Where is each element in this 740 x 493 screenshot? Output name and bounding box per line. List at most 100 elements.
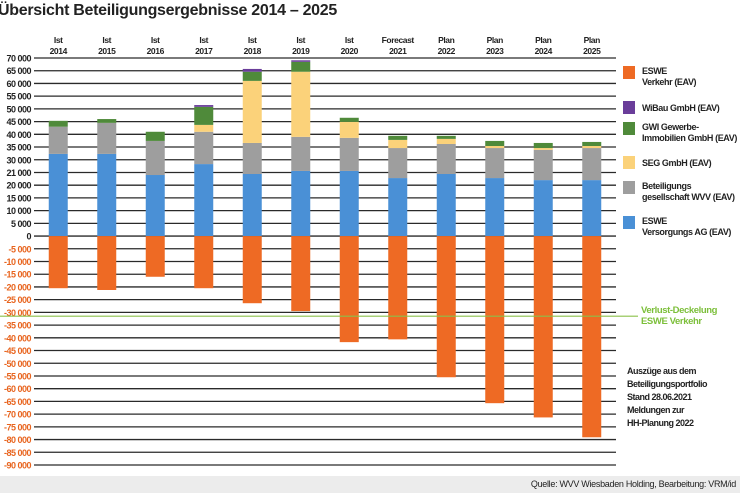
bar-segment: [291, 136, 311, 171]
bar-segment: [291, 61, 311, 72]
bar-segment: [242, 236, 262, 304]
bar-segment: [48, 120, 68, 127]
bar-segment: [145, 236, 165, 277]
x-category-label: Plan: [584, 35, 601, 45]
bar-segment: [291, 170, 311, 237]
x-category-label: 2020: [341, 46, 359, 56]
y-tick-label: 21 000: [6, 168, 31, 178]
x-category-label: Ist: [54, 35, 63, 45]
y-tick-label: -25 000: [4, 295, 32, 305]
legend-label: GWI Gewerbe- Immobilien GmbH (EAV): [642, 122, 737, 143]
x-category-label: Ist: [151, 35, 160, 45]
bar-segment: [242, 173, 262, 237]
bar-segment: [485, 140, 505, 147]
x-category-label: 2023: [486, 46, 504, 56]
x-category-label: Plan: [487, 35, 504, 45]
y-tick-label: -50 000: [4, 359, 32, 369]
legend-item-eswe-versorgung: ESWE Versorgungs AG (EAV): [623, 216, 740, 238]
x-category-label: 2018: [244, 46, 262, 56]
bar-segment: [194, 106, 214, 125]
legend-label: ESWE Versorgungs AG (EAV): [642, 216, 732, 237]
y-tick-label: -90 000: [4, 461, 32, 471]
y-tick-label: -75 000: [4, 422, 32, 432]
note-line: Auszüge aus dem: [627, 366, 697, 376]
bar-segment: [388, 148, 408, 179]
note-line: Stand 28.06.2021: [627, 392, 692, 402]
x-category-label: 2014: [50, 46, 68, 56]
x-category-label: 2015: [98, 46, 116, 56]
y-tick-label: 10 000: [6, 206, 31, 216]
bar-segment: [582, 236, 602, 438]
x-category-label: 2017: [195, 46, 213, 56]
legend-swatch: [623, 156, 635, 169]
threshold-label-line: Verlust-Deckelung: [641, 305, 718, 316]
bar-segment: [388, 178, 408, 237]
bar-segment: [533, 142, 553, 149]
legend-item-wibau: WiBau GmbH (EAV): [623, 101, 740, 114]
x-category-label: 2022: [438, 46, 456, 56]
bar-segment: [339, 170, 359, 237]
legend-swatch: [623, 216, 635, 229]
x-category-label: 2016: [147, 46, 165, 56]
bar-segment: [242, 71, 262, 81]
bar-segment: [582, 148, 602, 181]
bar-segment: [582, 146, 602, 149]
bar-segment: [242, 80, 262, 143]
bar-segment: [339, 236, 359, 343]
bar-segment: [97, 153, 117, 237]
x-category-label: Ist: [102, 35, 111, 45]
bar-segment: [436, 143, 456, 174]
x-category-label: 2024: [535, 46, 553, 56]
x-category-label: Ist: [248, 35, 257, 45]
y-tick-label: 30 000: [6, 155, 31, 165]
note-line: Beteiligungsportfolio: [627, 379, 708, 389]
bar-segment: [291, 71, 311, 137]
bar-segment: [388, 139, 408, 149]
y-tick-label: 60 000: [6, 79, 31, 89]
bar-segment: [145, 175, 165, 237]
bar-segment: [436, 138, 456, 144]
bar-segment: [533, 236, 553, 418]
bar-segment: [194, 105, 214, 107]
x-category-label: Plan: [438, 35, 455, 45]
y-tick-label: -70 000: [4, 410, 32, 420]
x-category-label: 2021: [389, 46, 407, 56]
x-category-label: Plan: [535, 35, 552, 45]
bar-segment: [194, 236, 214, 289]
y-tick-label: -40 000: [4, 333, 32, 343]
bar-segment: [48, 236, 68, 289]
y-tick-label: 45 000: [6, 117, 31, 127]
bar-segment: [97, 119, 117, 123]
bar-segment: [97, 236, 117, 290]
legend-label: ESWE Verkehr (EAV): [642, 66, 697, 87]
bar-segment: [339, 121, 359, 138]
y-tick-label: -60 000: [4, 384, 32, 394]
bar-segment: [339, 117, 359, 122]
y-tick-label: 70 000: [6, 54, 31, 64]
y-tick-label: -45 000: [4, 346, 32, 356]
y-tick-label: -20 000: [4, 282, 32, 292]
threshold-label-line: ESWE Verkehr: [641, 316, 702, 327]
bar-segment: [485, 146, 505, 149]
bar-segment: [582, 141, 602, 147]
footer: Quelle: WVV Wiesbaden Holding, Bearbeitu…: [0, 476, 740, 493]
y-tick-label: -85 000: [4, 448, 32, 458]
bar-segment: [194, 164, 214, 237]
y-tick-label: -65 000: [4, 397, 32, 407]
bar-segment: [388, 135, 408, 140]
y-tick-label: -80 000: [4, 435, 32, 445]
x-category-label: Ist: [199, 35, 208, 45]
y-tick-label: 20 000: [6, 181, 31, 191]
y-tick-label: 40 000: [6, 130, 31, 140]
legend-swatch: [623, 122, 635, 135]
bar-segment: [194, 131, 214, 165]
legend-swatch: [623, 66, 635, 79]
legend-swatch: [623, 101, 635, 114]
bar-segment: [145, 131, 165, 141]
legend-label: WiBau GmbH (EAV): [642, 103, 720, 113]
legend-swatch: [623, 181, 635, 194]
y-tick-label: 5 000: [11, 219, 32, 229]
x-category-label: 2019: [292, 46, 310, 56]
bar-segment: [533, 149, 553, 181]
x-category-label: Forecast: [382, 35, 415, 45]
